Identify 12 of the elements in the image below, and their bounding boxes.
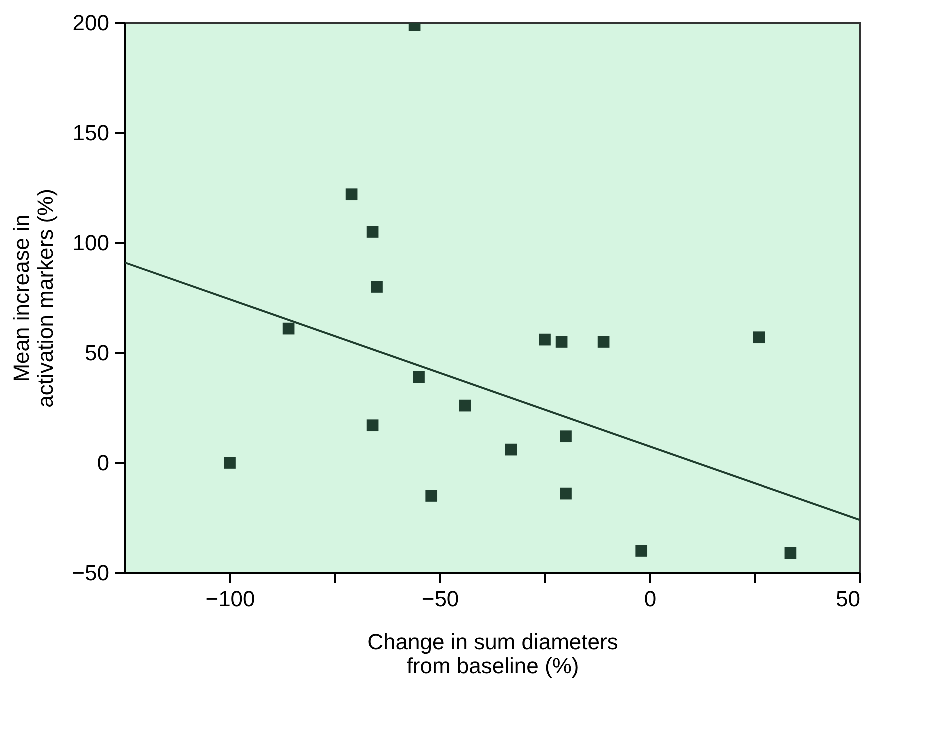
x-tick-label: 0 bbox=[644, 586, 657, 612]
y-tick-label: 50 bbox=[85, 340, 110, 366]
y-tick-label: 200 bbox=[72, 10, 110, 36]
x-tick-label: −100 bbox=[206, 586, 256, 612]
y-tick-label: −50 bbox=[72, 560, 110, 586]
x-tick-label: 50 bbox=[836, 586, 860, 612]
y-axis-title: Mean increase in activation markers (%) bbox=[9, 189, 58, 408]
y-tick-label: 100 bbox=[72, 230, 110, 256]
y-tick-label: 150 bbox=[72, 120, 110, 146]
y-tick-label: 0 bbox=[97, 450, 110, 476]
x-tick-label: −50 bbox=[422, 586, 460, 612]
x-axis-title: Change in sum diameters from baseline (%) bbox=[368, 630, 618, 678]
